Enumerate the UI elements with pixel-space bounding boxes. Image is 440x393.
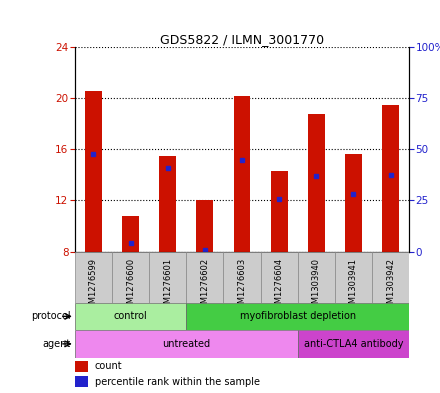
Text: agent: agent <box>42 339 70 349</box>
Bar <box>85 90 102 252</box>
Bar <box>159 156 176 252</box>
Text: GSM1303941: GSM1303941 <box>349 258 358 314</box>
Text: control: control <box>114 311 147 321</box>
Text: GSM1276602: GSM1276602 <box>200 258 209 314</box>
Bar <box>75 330 298 358</box>
Text: GSM1276603: GSM1276603 <box>238 258 246 314</box>
Text: GSM1276600: GSM1276600 <box>126 258 135 314</box>
Bar <box>308 114 325 252</box>
Bar <box>75 303 186 330</box>
Bar <box>149 252 186 303</box>
Bar <box>75 252 112 303</box>
Text: GSM1303942: GSM1303942 <box>386 258 395 314</box>
Bar <box>271 171 287 252</box>
Bar <box>112 252 149 303</box>
Bar <box>298 252 335 303</box>
Bar <box>186 303 409 330</box>
Bar <box>122 216 139 252</box>
Bar <box>345 154 362 252</box>
Text: GSM1276599: GSM1276599 <box>89 258 98 314</box>
Title: GDS5822 / ILMN_3001770: GDS5822 / ILMN_3001770 <box>160 33 324 46</box>
Text: GSM1276601: GSM1276601 <box>163 258 172 314</box>
Text: count: count <box>95 362 122 371</box>
Bar <box>75 376 88 387</box>
Text: myofibroblast depletion: myofibroblast depletion <box>240 311 356 321</box>
Bar <box>197 200 213 252</box>
Bar <box>234 96 250 252</box>
Text: protocol: protocol <box>31 311 70 321</box>
Text: untreated: untreated <box>162 339 210 349</box>
Text: anti-CTLA4 antibody: anti-CTLA4 antibody <box>304 339 403 349</box>
Text: percentile rank within the sample: percentile rank within the sample <box>95 377 260 387</box>
Bar <box>224 252 260 303</box>
Bar <box>260 252 298 303</box>
Bar <box>372 252 409 303</box>
Bar <box>335 252 372 303</box>
Bar <box>186 252 224 303</box>
Text: GSM1276604: GSM1276604 <box>275 258 284 314</box>
Text: GSM1303940: GSM1303940 <box>312 258 321 314</box>
Bar <box>298 330 409 358</box>
Bar <box>382 105 399 252</box>
Bar <box>75 361 88 372</box>
